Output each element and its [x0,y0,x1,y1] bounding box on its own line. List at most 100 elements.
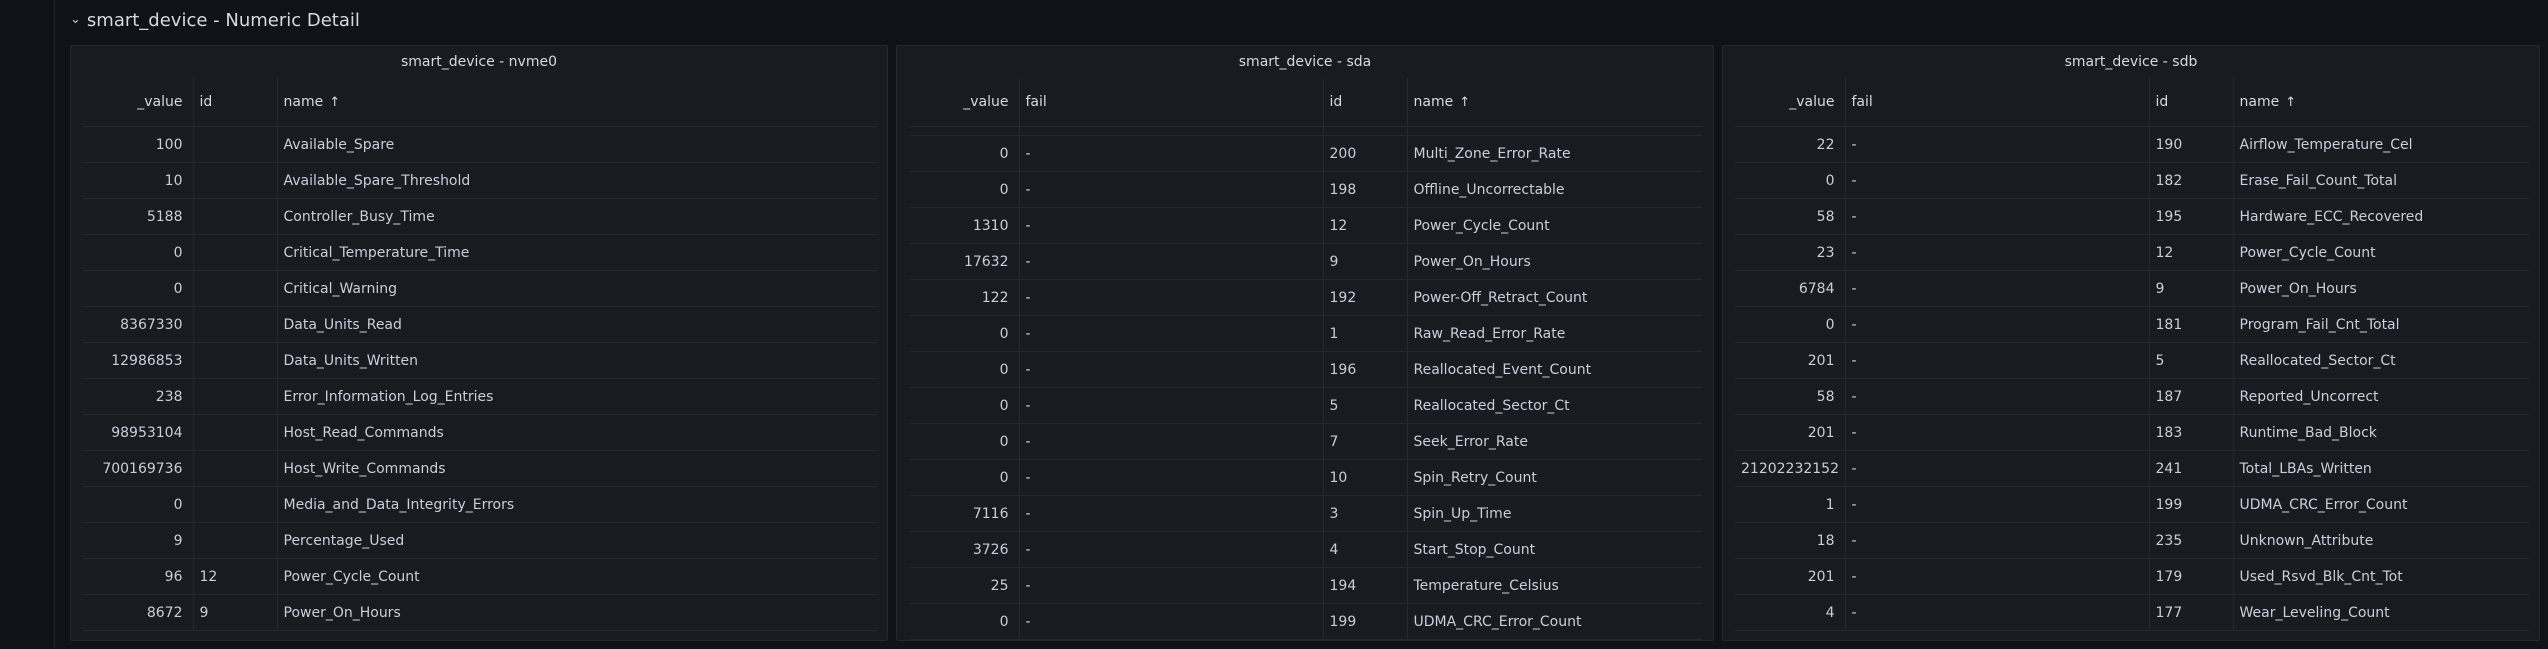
cell-id: 198 [1323,171,1408,208]
cell-id: 179 [2149,558,2234,595]
table-row: 9 Percentage_Used [83,522,877,559]
panel-title[interactable]: smart_device - sda [1238,54,1372,70]
column-header-value[interactable]: _value [909,78,1020,127]
cell-value: 5188 [83,198,194,235]
column-header-id[interactable]: id [2149,78,2234,127]
cell-id: 9 [1323,243,1408,280]
cell-value: 201 [1735,342,1846,379]
cell-id: 12 [193,558,278,595]
cell-id: 10 [1323,459,1408,496]
sort-ascending-icon: ↑ [329,95,341,110]
cell-name: Multi_Zone_Error_Rate [1407,135,1703,172]
row-header[interactable]: ⌄ smart_device - Numeric Detail [70,6,360,34]
column-header-name[interactable]: name ↑ [1413,94,1471,110]
cell-name: Offline_Uncorrectable [1407,171,1703,208]
left-gutter [0,0,55,649]
cell-fail: - [1845,450,2150,487]
cell-name: Host_Write_Commands [277,450,877,487]
panel-nvme0: smart_device - nvme0 _value id name ↑ 100… [70,45,888,641]
column-header-id[interactable]: id [193,78,278,127]
cell-fail: - [1019,243,1324,280]
cell-id: 182 [2149,162,2234,199]
cell-id: 12 [2149,234,2234,271]
table-spacer-cell [1019,126,1324,136]
table-row: 21202232152-241 Total_LBAs_Written [1735,450,2529,487]
cell-name: Reallocated_Sector_Ct [2233,342,2529,379]
chevron-down-icon[interactable]: ⌄ [70,11,81,27]
table-row: 58-195 Hardware_ECC_Recovered [1735,198,2529,235]
cell-id: 9 [193,594,278,631]
cell-value: 201 [1735,558,1846,595]
cell-id: 9 [2149,270,2234,307]
cell-id: 194 [1323,567,1408,604]
table-row: 98953104 Host_Read_Commands [83,414,877,451]
cell-name: Power_Cycle_Count [2233,234,2529,271]
cell-name: Power-Off_Retract_Count [1407,279,1703,316]
cell-name: Used_Rsvd_Blk_Cnt_Tot [2233,558,2529,595]
table-row: 0-1 Raw_Read_Error_Rate [909,315,1703,352]
column-header-value[interactable]: _value [83,78,194,127]
cell-id: 199 [1323,603,1408,640]
cell-value: 0 [909,603,1020,640]
cell-fail: - [1019,135,1324,172]
cell-fail: - [1845,414,2150,451]
cell-fail: - [1845,162,2150,199]
cell-id [193,486,278,523]
table-row: 238 Error_Information_Log_Entries [83,378,877,415]
column-header-name[interactable]: name ↑ [2239,94,2297,110]
table-row: 201-179 Used_Rsvd_Blk_Cnt_Tot [1735,558,2529,595]
column-header-id[interactable]: id [1323,78,1408,127]
cell-fail: - [1845,342,2150,379]
cell-value: 12986853 [83,342,194,379]
table-row: 100 Available_Spare [83,126,877,163]
cell-id: 1 [1323,315,1408,352]
panel-title[interactable]: smart_device - nvme0 [400,54,557,70]
cell-value: 0 [909,387,1020,424]
cell-name: Airflow_Temperature_Cel [2233,126,2529,163]
table-row: 25-194 Temperature_Celsius [909,567,1703,604]
table-row: 0-7 Seek_Error_Rate [909,423,1703,460]
cell-value: 8672 [83,594,194,631]
cell-name: Data_Units_Read [277,306,877,343]
cell-name: Seek_Error_Rate [1407,423,1703,460]
cell-fail: - [1019,603,1324,640]
cell-value: 100 [83,126,194,163]
table-nvme0: _value id name ↑ 100 Available_Spare 10 Avai… [83,78,877,631]
cell-fail: - [1019,567,1324,604]
cell-id: 187 [2149,378,2234,415]
cell-value: 8367330 [83,306,194,343]
cell-name: Program_Fail_Cnt_Total [2233,306,2529,343]
table-row: 7116-3 Spin_Up_Time [909,495,1703,532]
cell-id [193,162,278,199]
column-header-value[interactable]: _value [1735,78,1846,127]
cell-id: 7 [1323,423,1408,460]
cell-fail: - [1845,270,2150,307]
cell-fail: - [1019,171,1324,208]
row-title: smart_device - Numeric Detail [86,9,360,31]
table-row: 0-200 Multi_Zone_Error_Rate [909,135,1703,172]
cell-fail: - [1019,531,1324,568]
table-row: 0-196 Reallocated_Event_Count [909,351,1703,388]
table-row: 0 Critical_Temperature_Time [83,234,877,271]
table-spacer-cell [1407,126,1703,136]
cell-id [193,198,278,235]
cell-value: 21202232152 [1735,450,1846,487]
cell-value: 0 [909,423,1020,460]
column-header-fail[interactable]: fail [1845,78,2150,127]
table-row: 12986853 Data_Units_Written [83,342,877,379]
panel-title[interactable]: smart_device - sdb [2064,54,2198,70]
table-row: 6784-9 Power_On_Hours [1735,270,2529,307]
cell-fail: - [1845,198,2150,235]
table-row: 10 Available_Spare_Threshold [83,162,877,199]
cell-value: 23 [1735,234,1846,271]
column-header-fail[interactable]: fail [1019,78,1324,127]
cell-id: 177 [2149,594,2234,631]
cell-value: 201 [1735,414,1846,451]
column-header-name[interactable]: name ↑ [283,94,341,110]
table-row: 0-10 Spin_Retry_Count [909,459,1703,496]
cell-fail: - [1019,279,1324,316]
cell-name: Power_Cycle_Count [1407,207,1703,244]
cell-value: 122 [909,279,1020,316]
table-row: 0 Media_and_Data_Integrity_Errors [83,486,877,523]
table-row: 8367330 Data_Units_Read [83,306,877,343]
